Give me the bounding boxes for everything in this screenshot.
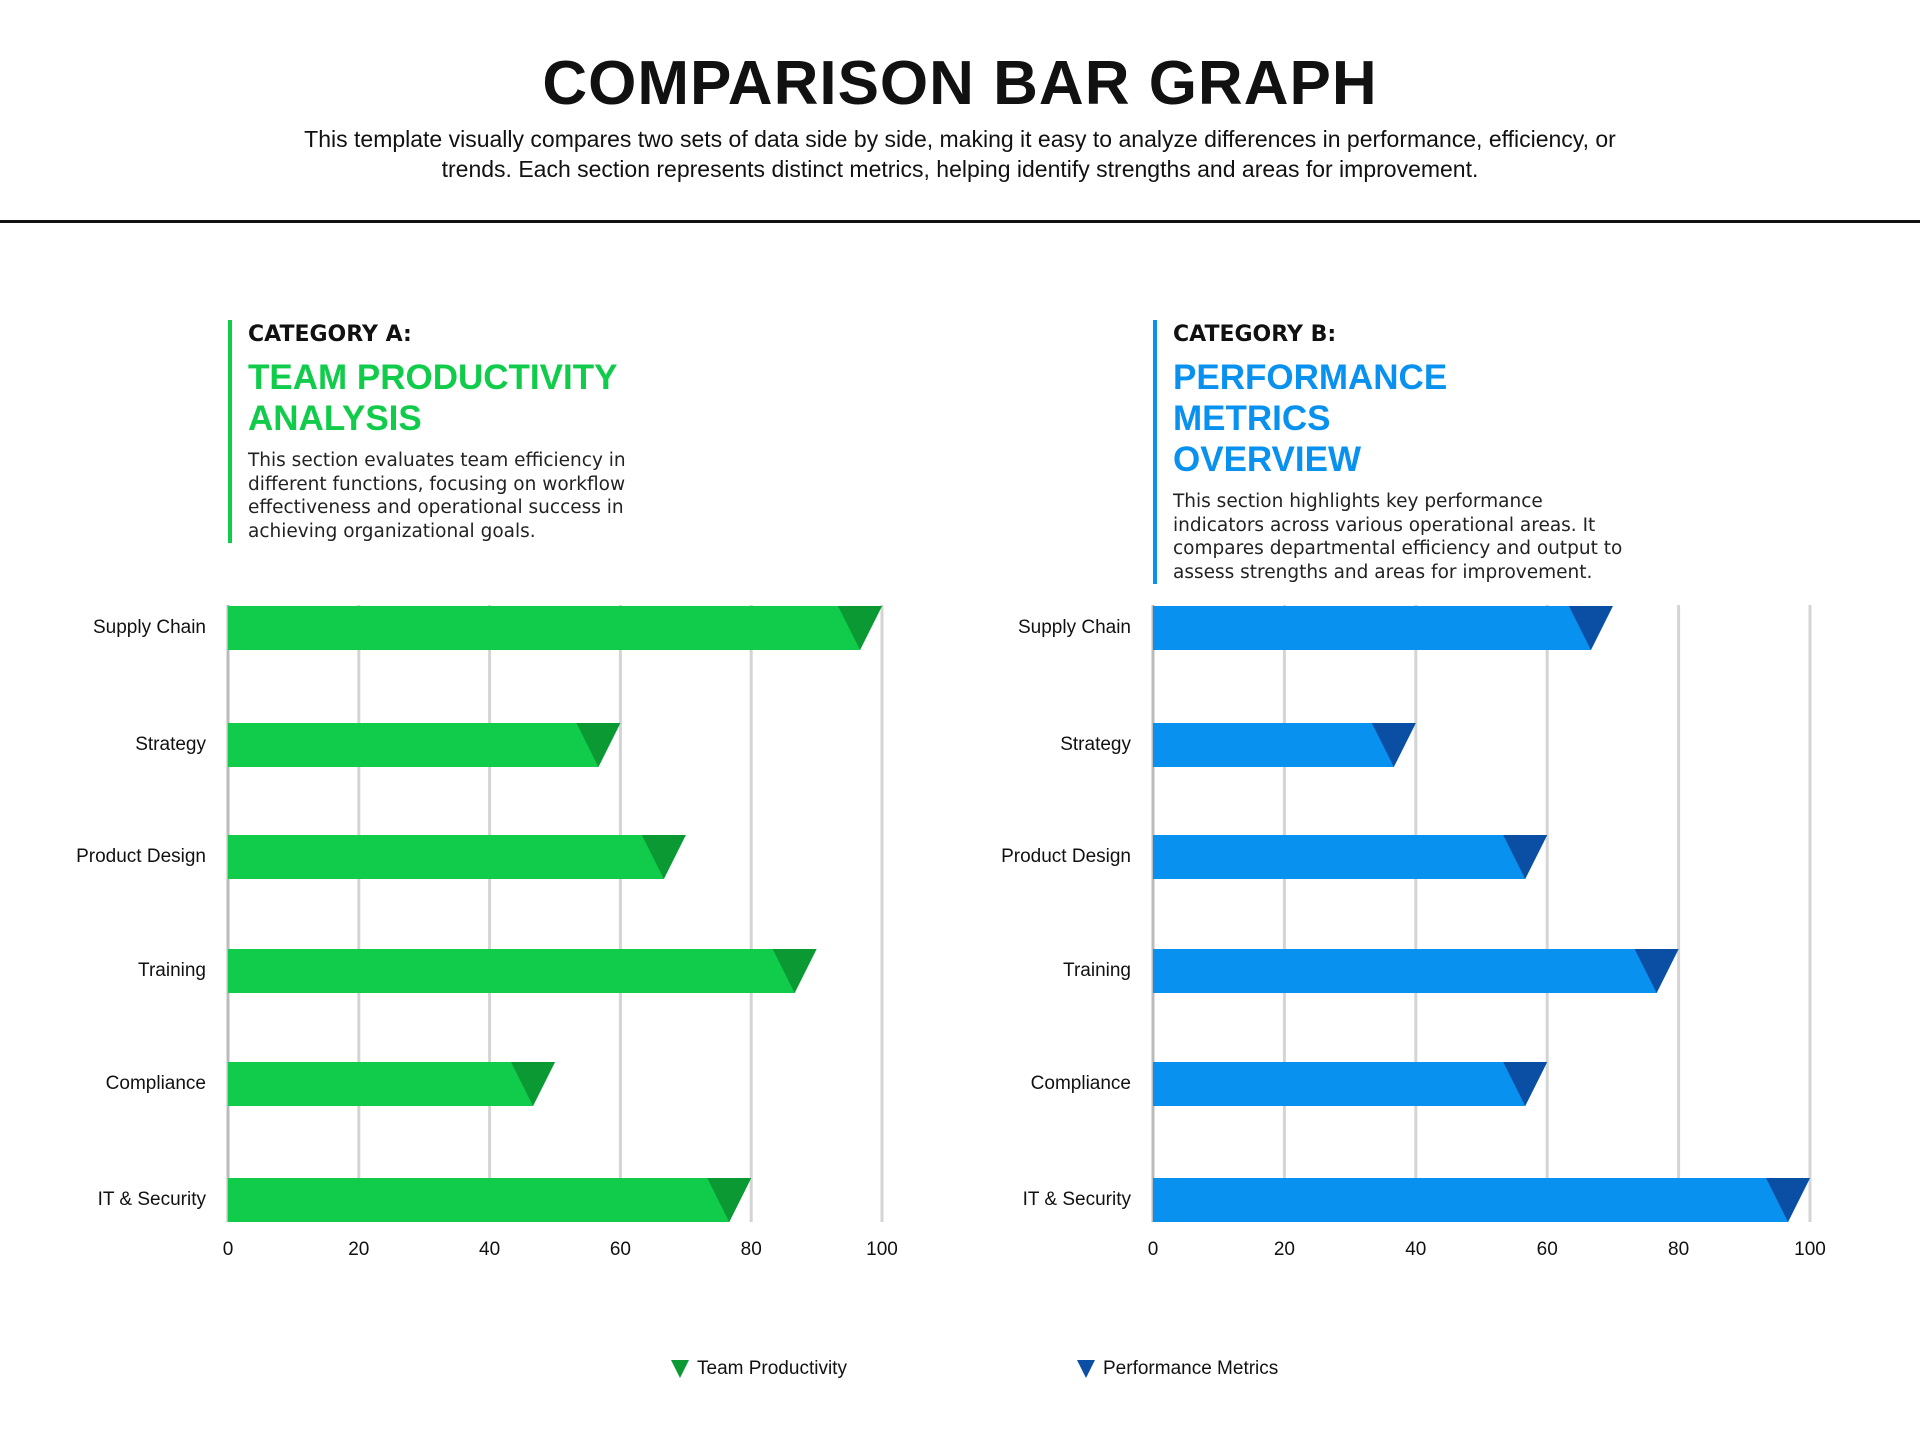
bar-end-marker xyxy=(1568,606,1613,650)
y-tick-label: Supply Chain xyxy=(1018,617,1131,638)
x-tick-label: 80 xyxy=(1668,1239,1689,1260)
y-tick-label: IT & Security xyxy=(98,1189,207,1210)
x-tick-label: 60 xyxy=(1537,1239,1558,1260)
bar xyxy=(1153,1062,1548,1106)
bar-end-marker xyxy=(511,1062,555,1106)
panel-label: CATEGORY B: xyxy=(1173,322,1337,347)
y-tick-label: Compliance xyxy=(106,1073,206,1094)
panel-title: PERFORMANCE METRICS OVERVIEW xyxy=(1173,358,1448,479)
panel-label: CATEGORY A: xyxy=(248,322,412,347)
y-tick-label: Compliance xyxy=(1031,1073,1131,1094)
bar xyxy=(228,835,686,879)
y-tick-label: Strategy xyxy=(135,734,206,755)
bar-end-marker xyxy=(1634,949,1679,993)
x-tick-label: 80 xyxy=(741,1239,762,1260)
x-tick-label: 40 xyxy=(479,1239,500,1260)
bar xyxy=(1153,723,1416,767)
x-tick-label: 20 xyxy=(348,1239,369,1260)
bar-end-marker xyxy=(576,723,621,767)
bar xyxy=(228,606,882,650)
legend-marker xyxy=(1077,1360,1095,1378)
legend-marker xyxy=(671,1360,689,1378)
x-tick-label: 0 xyxy=(223,1239,234,1260)
y-tick-label: IT & Security xyxy=(1023,1189,1132,1210)
bar xyxy=(228,1062,555,1106)
bar xyxy=(1153,949,1679,993)
bar xyxy=(1153,606,1613,650)
panel: CATEGORY B: PERFORMANCE METRICS OVERVIEW… xyxy=(1153,320,1643,584)
x-tick-label: 100 xyxy=(1794,1239,1826,1260)
bar-end-marker xyxy=(772,949,817,993)
bar-end-marker xyxy=(1503,835,1548,879)
bar xyxy=(228,949,817,993)
bar xyxy=(1153,1178,1810,1222)
bar xyxy=(228,723,621,767)
page-title: COMPARISON BAR GRAPH xyxy=(542,49,1378,118)
divider xyxy=(0,220,1920,223)
bar xyxy=(228,1178,752,1222)
legend-label: Performance Metrics xyxy=(1103,1358,1278,1379)
x-tick-label: 100 xyxy=(866,1239,898,1260)
x-tick-label: 60 xyxy=(610,1239,631,1260)
y-tick-label: Strategy xyxy=(1060,734,1131,755)
panel: CATEGORY A: TEAM PRODUCTIVITY ANALYSIS T… xyxy=(228,320,718,543)
y-tick-label: Training xyxy=(138,960,206,981)
x-tick-label: 40 xyxy=(1405,1239,1426,1260)
bar-end-marker xyxy=(1503,1062,1548,1106)
legend-label: Team Productivity xyxy=(697,1358,847,1379)
bar xyxy=(1153,835,1548,879)
bar-end-marker xyxy=(707,1178,752,1222)
y-tick-label: Product Design xyxy=(1001,846,1131,867)
y-tick-label: Supply Chain xyxy=(93,617,206,638)
x-tick-label: 20 xyxy=(1274,1239,1295,1260)
bar-end-marker xyxy=(838,606,882,650)
panel-description: This section evaluates team efficiency i… xyxy=(248,450,626,542)
y-tick-label: Product Design xyxy=(76,846,206,867)
page-subtitle: This template visually compares two sets… xyxy=(304,126,1616,182)
x-tick-label: 0 xyxy=(1148,1239,1159,1260)
panel-description: This section highlights key performance … xyxy=(1173,491,1623,583)
bar-end-marker xyxy=(1371,723,1416,767)
bar-end-marker xyxy=(1766,1178,1810,1222)
panel-title: TEAM PRODUCTIVITY ANALYSIS xyxy=(248,358,617,438)
y-tick-label: Training xyxy=(1063,960,1131,981)
bar-end-marker xyxy=(641,835,686,879)
